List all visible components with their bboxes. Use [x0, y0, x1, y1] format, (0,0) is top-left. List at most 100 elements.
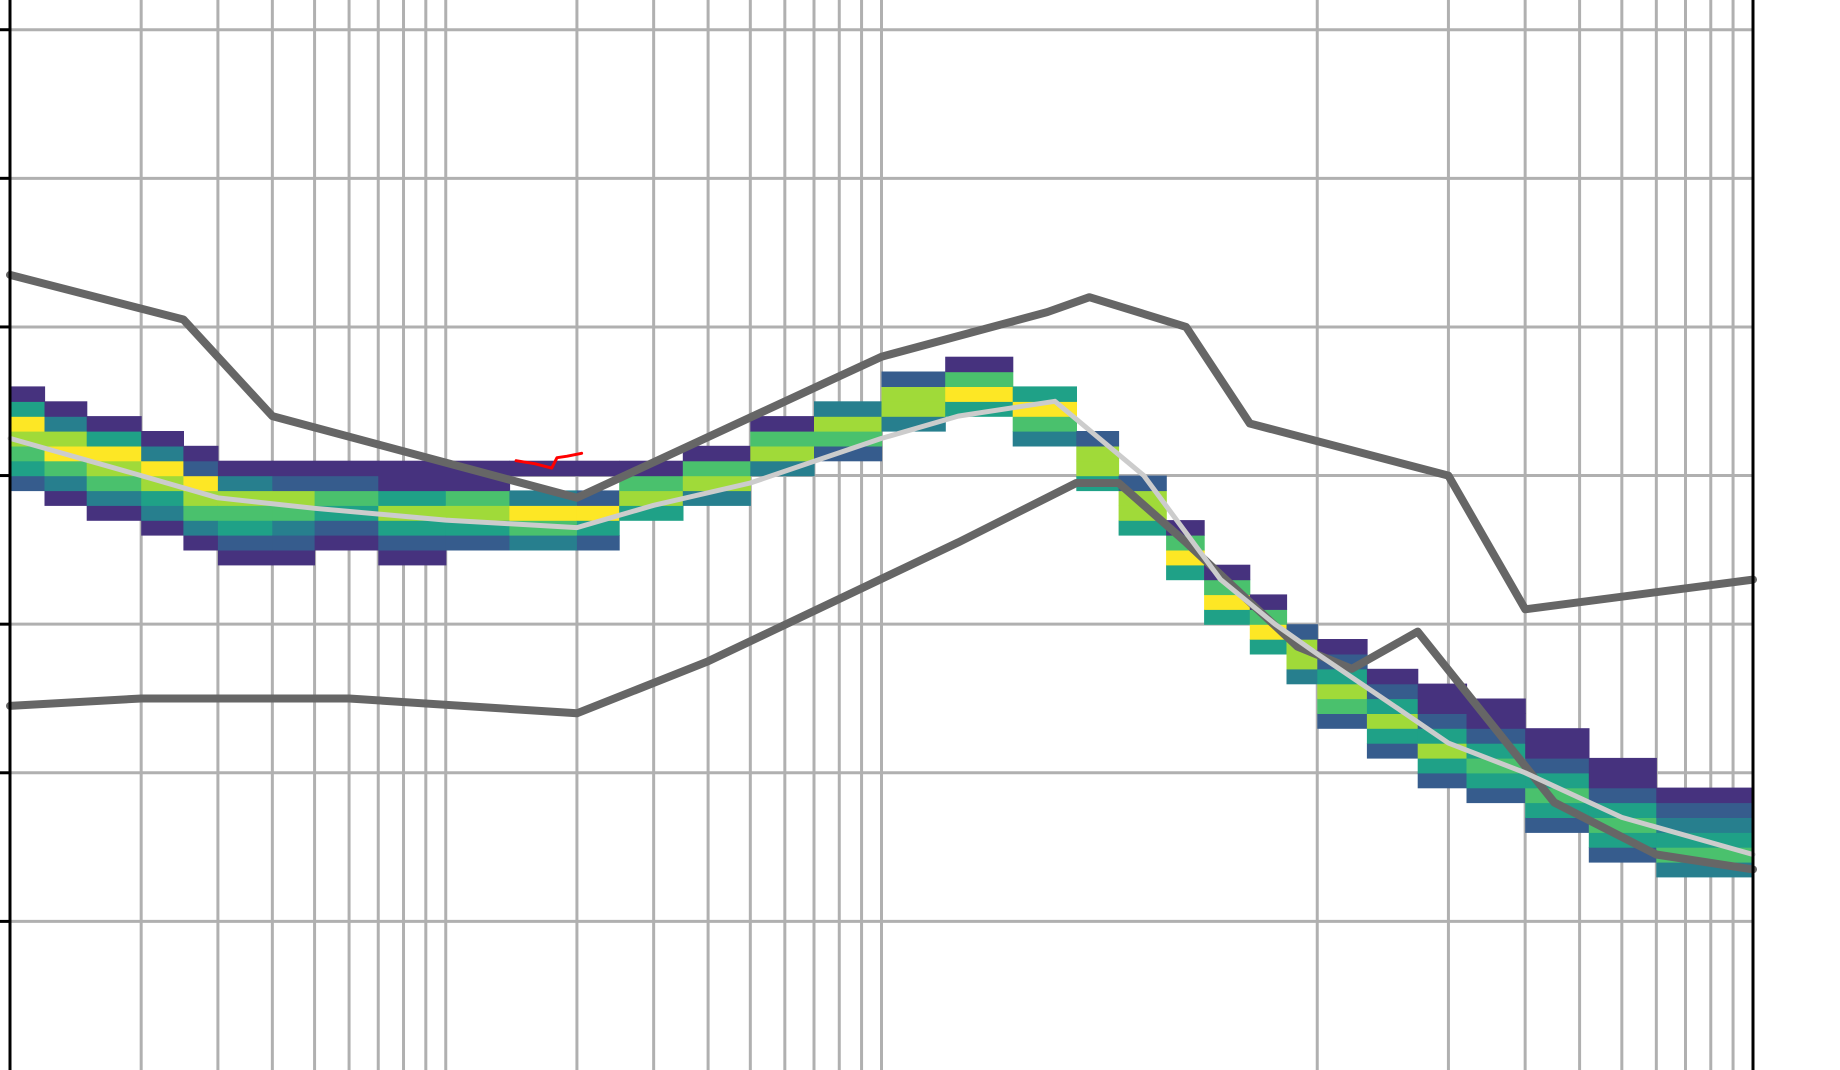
- heatmap-cell: [272, 490, 316, 506]
- heatmap-cell: [682, 445, 751, 462]
- heatmap-cell: [141, 445, 184, 462]
- heatmap-cell: [1466, 787, 1526, 804]
- heatmap-cell: [509, 505, 578, 521]
- heatmap-cell: [141, 460, 184, 477]
- heatmap-cell: [217, 520, 273, 536]
- heatmap-cell: [183, 505, 219, 521]
- heatmap-cell: [378, 535, 447, 551]
- heatmap-cell: [183, 535, 219, 551]
- heatmap-cell: [217, 505, 273, 521]
- heatmap-cell: [1417, 757, 1468, 774]
- heatmap-cell: [445, 535, 511, 551]
- heatmap-cell: [10, 401, 46, 417]
- heatmap-cell: [1012, 431, 1077, 447]
- heatmap-cell: [881, 386, 946, 402]
- heatmap-cell: [1249, 639, 1288, 655]
- heatmap-cell: [141, 520, 184, 536]
- heatmap-cell: [1588, 802, 1657, 818]
- heatmap-cell: [44, 475, 88, 492]
- highlight-line: [514, 451, 584, 470]
- heatmap-cell: [183, 445, 219, 462]
- heatmap-cell: [1118, 520, 1167, 536]
- heatmap-cell: [10, 416, 46, 432]
- heatmap-cell: [314, 520, 379, 536]
- heatmap-cell: [272, 535, 316, 551]
- heatmap-cell: [945, 371, 1014, 387]
- heatmap-cell: [86, 475, 142, 492]
- heatmap-cell: [272, 549, 316, 566]
- heatmap-cell: [378, 490, 447, 506]
- heatmap-cell: [1656, 817, 1754, 833]
- heatmap-cell: [44, 431, 88, 447]
- heatmap-cell: [1525, 743, 1590, 759]
- heatmap-cell: [183, 460, 219, 477]
- heatmap-cell: [44, 416, 88, 432]
- heatmap-cell: [682, 460, 751, 477]
- heatmap-cell: [10, 445, 46, 462]
- heatmap-cell: [1076, 445, 1120, 462]
- heatmap-cell: [1317, 698, 1368, 714]
- heatmap-cell: [1204, 594, 1251, 610]
- heatmap-cell: [1166, 564, 1205, 581]
- heatmap-cell: [945, 401, 1014, 417]
- heatmap-cell: [750, 431, 815, 447]
- heatmap-cell: [1366, 743, 1419, 759]
- plot-frame: [0, 0, 1755, 1070]
- heatmap-cell: [576, 535, 620, 551]
- heatmap-cell: [217, 460, 273, 477]
- upper-envelope-line: [6, 270, 1757, 614]
- heatmap-cell: [1588, 787, 1657, 804]
- heatmap-cell: [314, 490, 379, 506]
- lower-envelope-line: [6, 479, 1757, 874]
- heatmap-cell: [1656, 802, 1754, 818]
- heatmap-cell: [183, 475, 219, 492]
- heatmap-cell: [217, 549, 273, 566]
- heatmap-cell: [183, 520, 219, 536]
- heatmap-cell: [1588, 847, 1657, 863]
- heatmap-cell: [1525, 728, 1590, 744]
- heatmap-cell: [86, 490, 142, 506]
- heatmap-cell: [1417, 772, 1468, 789]
- heatmap-cell: [314, 475, 379, 492]
- heatmap-cell: [945, 356, 1014, 373]
- heatmap-cell: [1317, 713, 1368, 729]
- heatmap-cell: [217, 535, 273, 551]
- heatmap-cell: [272, 475, 316, 492]
- series-lines: [6, 270, 1757, 874]
- heatmap-cell: [750, 416, 815, 432]
- heatmap-cell: [814, 416, 883, 432]
- heatmap-cell: [10, 460, 46, 477]
- heatmap-cell: [378, 520, 447, 536]
- heatmap-cell: [509, 535, 578, 551]
- heatmap-cell: [881, 371, 946, 387]
- heatmap-cell: [1588, 772, 1657, 789]
- heatmap-cell: [1525, 817, 1590, 833]
- heatmap-cell: [272, 520, 316, 536]
- heatmap-cell: [378, 475, 447, 492]
- heatmap-cell: [1366, 668, 1419, 685]
- heatmap-cell: [814, 401, 883, 417]
- heatmap-cell: [141, 505, 184, 521]
- heatmap-cell: [1366, 728, 1419, 744]
- heatmap-cell: [1317, 639, 1368, 655]
- heatmap-cell: [44, 401, 88, 417]
- heatmap-cell: [44, 490, 88, 506]
- heatmap-cell: [10, 386, 46, 402]
- heatmap-cell: [44, 460, 88, 477]
- heatmap-cell: [86, 431, 142, 447]
- heatmap-cell: [1286, 668, 1318, 685]
- heatmap-cell: [86, 445, 142, 462]
- heatmap-cell: [1466, 772, 1526, 789]
- heatmap-cell: [378, 460, 447, 477]
- heatmap-cell: [1525, 757, 1590, 774]
- heatmap-cell: [1012, 386, 1077, 402]
- heatmap-cell: [576, 460, 620, 477]
- heatmap-cell: [86, 505, 142, 521]
- heatmap-cell: [10, 475, 46, 492]
- heatmap-cell: [1588, 757, 1657, 774]
- heatmap-cell: [1417, 683, 1468, 700]
- heatmap-cell: [509, 460, 578, 477]
- heatmap-cell: [445, 505, 511, 521]
- heatmap-cell: [314, 460, 379, 477]
